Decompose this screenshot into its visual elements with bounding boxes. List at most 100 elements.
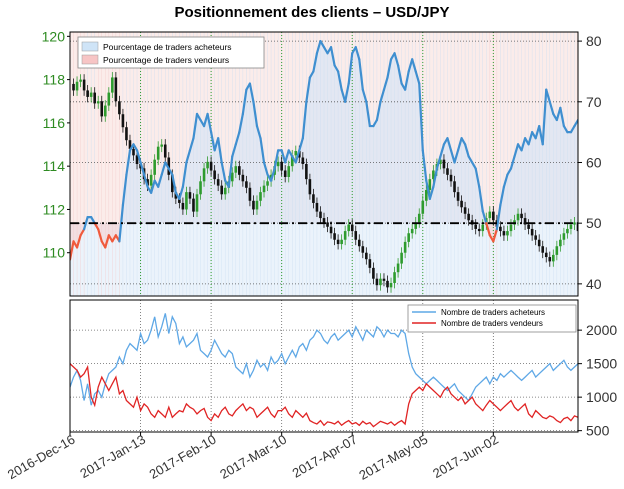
candle-body	[559, 239, 562, 247]
bottom-right-axis-tick: 1000	[586, 389, 617, 405]
candle-body	[576, 222, 578, 232]
percent-long-segment	[280, 149, 287, 164]
percent-long-segment	[287, 149, 294, 158]
percent-long-segment	[284, 149, 290, 164]
candle-body	[544, 252, 548, 258]
x-axis-label: 2017-Feb-10	[147, 432, 219, 482]
candle-body	[573, 222, 576, 225]
sentiment-fill-segment	[137, 150, 141, 224]
sentiment-fill-segment	[278, 150, 282, 224]
candle-body	[149, 174, 153, 186]
sentiment-fill-segment	[394, 53, 399, 224]
percent-long-segment	[262, 161, 269, 176]
percent-long-segment	[481, 209, 488, 225]
sentiment-fill-segment	[433, 168, 437, 224]
percent-long-segment	[329, 46, 336, 67]
sentiment-fill-segment	[546, 89, 550, 224]
percent-long-segment	[206, 112, 213, 134]
sentiment-fill-segment	[528, 132, 533, 224]
candle-body	[171, 174, 174, 193]
candle-body	[220, 185, 223, 195]
percent-long-segment	[372, 118, 379, 128]
long_count-line	[70, 313, 578, 406]
percent-long-segment	[432, 167, 438, 188]
sentiment-fill-segment	[454, 150, 459, 224]
candle-body	[82, 79, 86, 91]
candle-body	[153, 159, 156, 175]
candle-body	[266, 181, 269, 186]
legend-label: Pourcentage de traders vendeurs	[103, 55, 229, 65]
candle-body	[125, 127, 128, 141]
sentiment-fill-segment	[510, 156, 515, 224]
percent-long-segment	[178, 185, 184, 200]
candle-body	[569, 224, 573, 229]
percent-long-segment	[238, 112, 244, 134]
candle-body	[93, 92, 96, 104]
percent-long-segment	[333, 64, 340, 73]
sentiment-fill-segment	[207, 113, 212, 224]
percent-long-segment	[142, 173, 149, 188]
sentiment-fill-segment	[348, 53, 353, 224]
sentiment-fill-segment	[525, 138, 529, 224]
bottom-panel-frame	[69, 299, 579, 433]
sentiment-fill-segment	[242, 89, 247, 224]
right-axis-tick: 40	[586, 276, 602, 292]
percent-long-segment	[104, 234, 110, 249]
percent-long-segment	[407, 58, 414, 73]
percent-long-segment	[474, 167, 481, 188]
candle-body	[488, 211, 492, 219]
sentiment-fill-segment	[380, 89, 384, 224]
percent-long-segment	[548, 100, 555, 116]
percent-long-segment	[499, 185, 506, 207]
candle-body	[492, 211, 495, 221]
candle-body	[368, 259, 372, 268]
candle-body	[322, 218, 326, 223]
sentiment-fill-segment	[468, 156, 473, 224]
percent-long-segment	[227, 155, 234, 188]
sentiment-fill-segment	[556, 107, 561, 224]
candle-body	[181, 202, 185, 210]
sentiment-fill-segment	[200, 120, 205, 224]
percent-long-segment	[471, 161, 477, 170]
left-axis-tick: 114	[43, 158, 66, 174]
percent-long-segment	[435, 155, 442, 170]
sentiment-fill-segment	[211, 132, 215, 224]
candle-body	[252, 200, 255, 210]
percent-long-segment	[527, 131, 534, 146]
candle-body	[280, 161, 283, 171]
percent-long-segment	[75, 234, 82, 249]
percent-long-segment	[492, 228, 498, 243]
candle-body	[329, 226, 333, 234]
x-axis-label: 2016-Dec-16	[5, 432, 78, 483]
percent-long-segment	[573, 118, 578, 128]
bottom-right-axis-tick: 500	[586, 423, 610, 439]
sentiment-fill-segment	[147, 186, 152, 224]
candle-body	[375, 278, 379, 286]
percent-long-segment	[404, 70, 410, 91]
bottom-legend: Nombre de traders acheteurs Nombre de tra…	[407, 304, 577, 333]
candle-body	[509, 224, 513, 232]
bottom-right-axis-tick: 1500	[586, 356, 617, 372]
sentiment-fill-segment	[264, 162, 268, 224]
candle-body	[336, 239, 340, 245]
candle-body	[357, 239, 361, 247]
candle-body	[255, 200, 259, 210]
x-axis-label: 2017-Jan-13	[77, 432, 148, 481]
candle-body	[135, 155, 139, 164]
candle-body	[379, 278, 382, 286]
candle-body	[167, 157, 171, 175]
percent-long-segment	[456, 137, 463, 152]
percent-long-segment	[478, 185, 484, 213]
percent-long-segment	[167, 167, 174, 176]
sentiment-fill-segment	[451, 150, 455, 224]
candle-body	[386, 280, 389, 288]
candle-body	[350, 224, 354, 232]
percent-long-segment	[411, 58, 417, 73]
sentiment-fill-segment	[521, 138, 526, 224]
sentiment-fill-segment	[338, 71, 342, 224]
candle-body	[213, 170, 216, 180]
candle-body	[319, 211, 322, 219]
sentiment-fill-segment	[214, 138, 219, 224]
percent-long-segment	[460, 137, 467, 146]
